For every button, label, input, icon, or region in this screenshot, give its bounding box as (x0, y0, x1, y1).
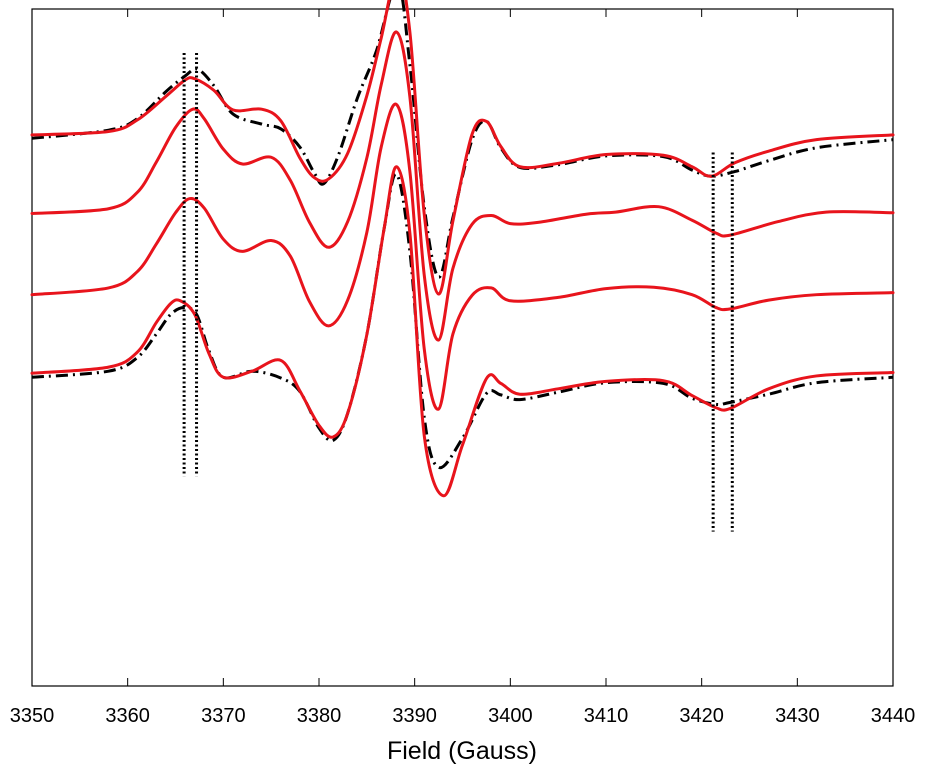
x-tick-label: 3430 (775, 705, 820, 727)
simulated-trace-3 (30, 102, 895, 411)
x-tick-label: 3440 (871, 705, 916, 727)
x-tick-label: 3360 (105, 705, 150, 727)
x-axis-tick-labels: 3350 3360 3370 3380 3390 3400 3410 3420 3430 3440 (10, 705, 916, 727)
x-tick-label: 3390 (392, 705, 437, 727)
x-axis-label: Field (Gauss) (387, 737, 537, 765)
x-axis-ticks (31, 9, 894, 686)
plot-frame (31, 8, 894, 687)
simulated-trace-4 (30, 165, 895, 498)
x-tick-label: 3400 (488, 705, 533, 727)
simulated-trace-1 (30, 0, 895, 296)
x-tick-label: 3420 (679, 705, 724, 727)
simulated-trace-2 (30, 30, 895, 342)
series-layer (30, 0, 895, 498)
x-tick-label: 3350 (10, 705, 55, 727)
plot-border (31, 8, 894, 687)
x-tick-label: 3370 (201, 705, 246, 727)
experimental-trace-1 (31, 0, 894, 279)
marker-lines (182, 53, 734, 532)
experimental-trace-4 (31, 172, 894, 470)
x-tick-label: 3410 (584, 705, 629, 727)
x-tick-label: 3380 (297, 705, 342, 727)
